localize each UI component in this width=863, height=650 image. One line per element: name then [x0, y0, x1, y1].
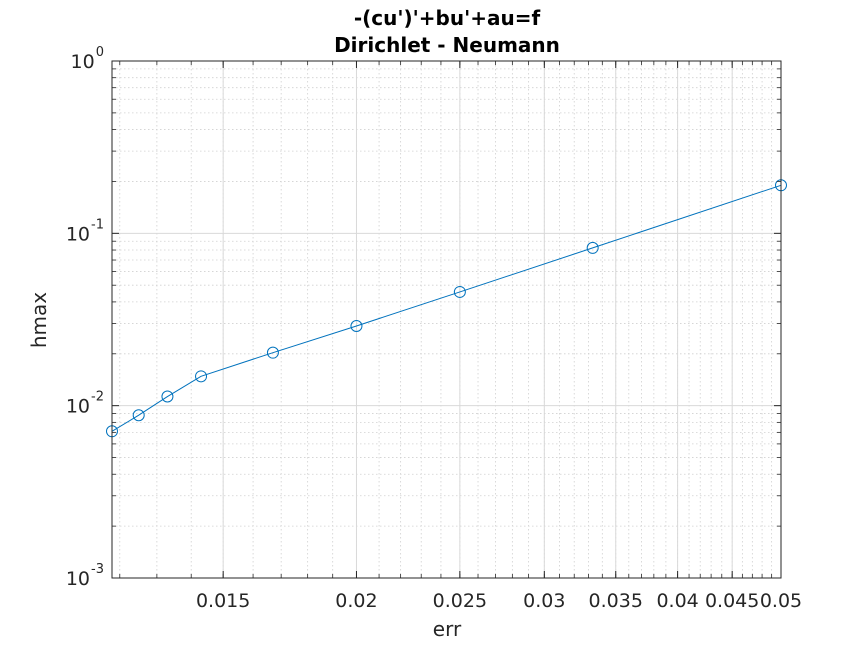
x-axis-label: err	[433, 617, 462, 641]
chart-title-line-1: -(cu')'+bu'+au=f	[354, 6, 541, 30]
x-tick-label: 0.03	[523, 590, 565, 612]
data-point	[161, 390, 174, 403]
x-tick-label: 0.015	[196, 590, 250, 612]
x-tick-label: 0.045	[705, 590, 759, 612]
x-tick-labels: 0.015 0.02 0.025 0.03 0.035 0.04 0.045 0.05	[196, 590, 802, 612]
minor-grid	[112, 61, 782, 578]
y-tick-base: 10	[66, 568, 90, 590]
x-tick-label: 0.04	[656, 590, 698, 612]
y-tick-label: 010	[71, 45, 104, 73]
x-tick-label: 0.05	[760, 590, 802, 612]
y-tick-exponent: -1	[91, 217, 104, 232]
x-tick-label: 0.02	[335, 590, 377, 612]
plot-frame	[111, 60, 782, 579]
data-point	[350, 319, 363, 332]
data-point	[266, 346, 279, 359]
data-point	[195, 370, 208, 383]
y-tick-exponent: -3	[91, 562, 104, 577]
data-point	[132, 409, 145, 422]
y-tick-label: -310	[66, 562, 104, 590]
y-tick-label: -110	[66, 217, 104, 245]
data-point	[586, 241, 599, 254]
y-tick-base: 10	[66, 223, 90, 245]
x-tick-label: 0.025	[433, 590, 487, 612]
chart-title-line-2: Dirichlet - Neumann	[334, 33, 560, 57]
y-tick-exponent: 0	[96, 45, 104, 60]
y-tick-base: 10	[71, 51, 95, 73]
y-axis-label: hmax	[27, 292, 51, 348]
series-line	[111, 184, 782, 432]
plot-area	[112, 61, 781, 578]
y-tick-exponent: -2	[91, 390, 104, 405]
y-tick-label: -210	[66, 390, 104, 418]
y-tick-base: 10	[66, 396, 90, 418]
data-point	[453, 285, 466, 298]
x-tick-label: 0.035	[589, 590, 643, 612]
tick-marks	[112, 60, 782, 579]
